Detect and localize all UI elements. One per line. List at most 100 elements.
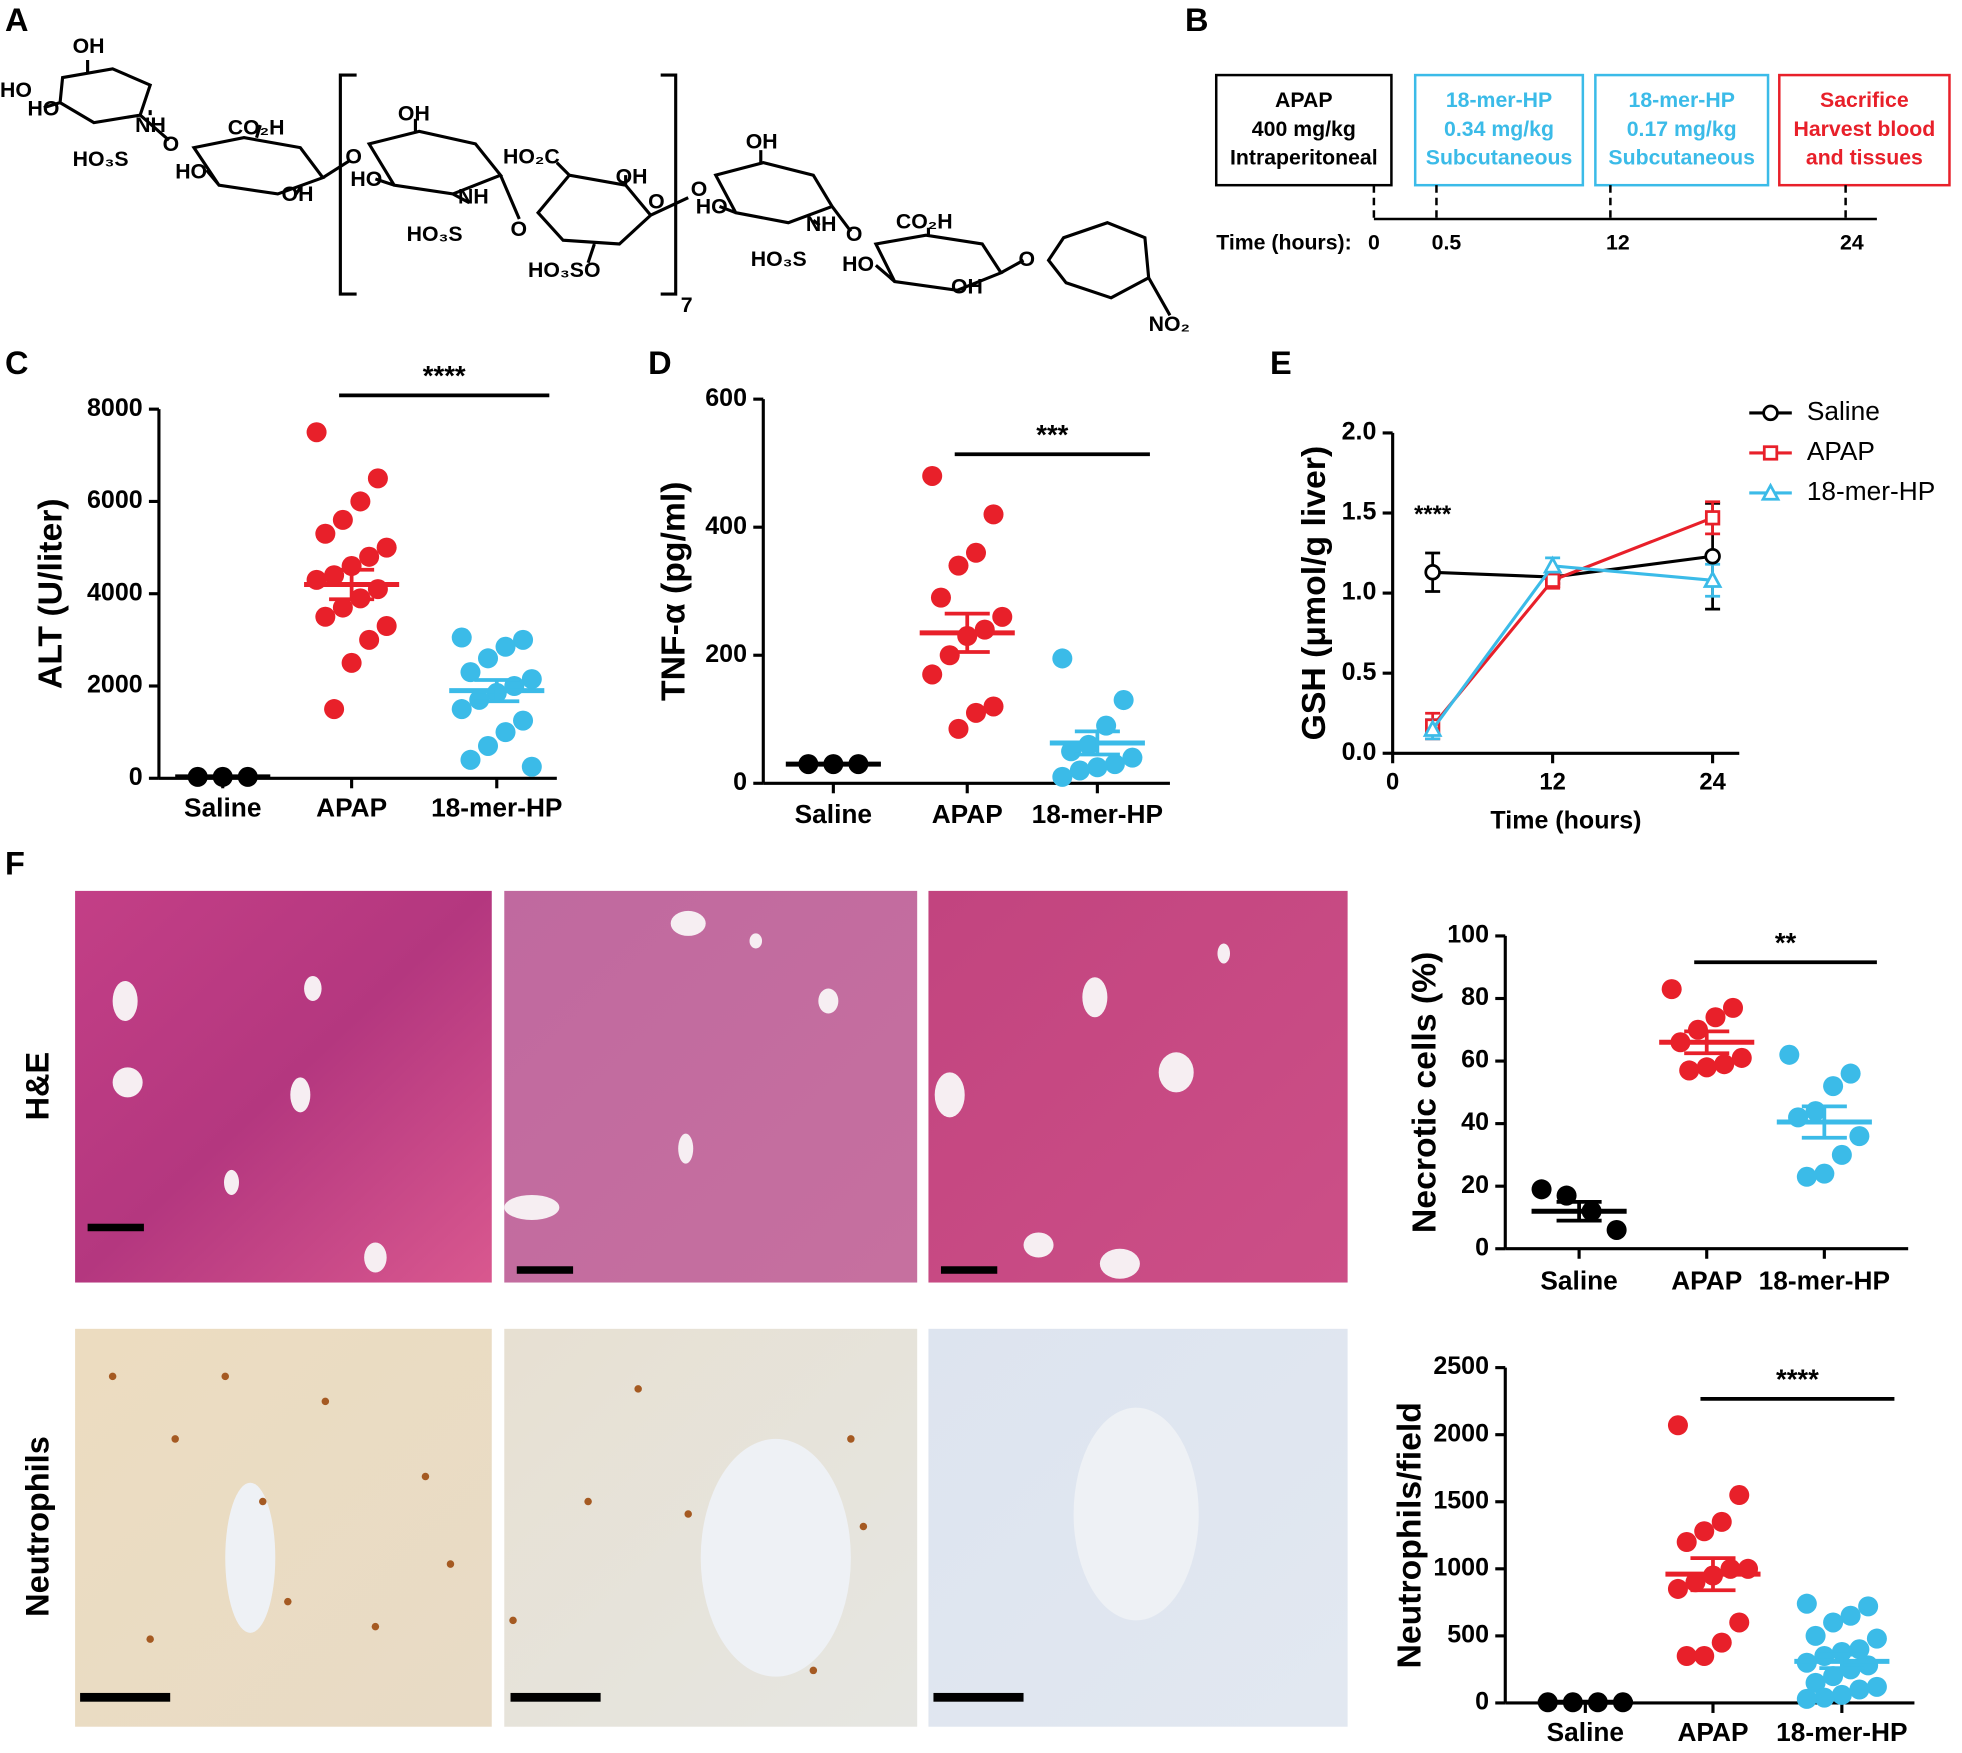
y-tick-label: 20 xyxy=(1461,1171,1489,1199)
y-tick-label: 400 xyxy=(705,512,747,540)
data-point xyxy=(315,606,336,627)
x-axis-title: Time (hours) xyxy=(1490,807,1641,835)
box-text: Intraperitoneal xyxy=(1230,146,1378,170)
data-point xyxy=(367,468,388,489)
data-point xyxy=(948,555,969,576)
marker xyxy=(1422,718,1443,737)
atom-label: HO₂C xyxy=(503,144,560,168)
data-point xyxy=(460,749,481,770)
x-tick-label: 24 xyxy=(1699,769,1726,796)
data-point xyxy=(1685,1572,1706,1593)
data-point xyxy=(1711,1511,1732,1532)
marker xyxy=(1424,564,1441,581)
legend-label: Saline xyxy=(1807,396,1880,426)
marker xyxy=(1762,445,1779,461)
y-axis-title: Neutrophils/field xyxy=(1390,1402,1428,1668)
x-tick-label: APAP xyxy=(316,792,387,822)
x-tick-label: Saline xyxy=(184,792,261,822)
x-tick-label: Saline xyxy=(795,799,872,829)
y-tick-label: 500 xyxy=(1447,1620,1489,1648)
x-tick-label: 18-mer-HP xyxy=(431,792,562,822)
atom-label: O xyxy=(691,177,708,201)
x-tick-label: APAP xyxy=(932,799,1003,829)
data-point xyxy=(1849,1126,1870,1147)
data-point xyxy=(939,645,960,666)
data-point xyxy=(359,546,380,567)
data-point xyxy=(922,664,943,685)
y-tick-label: 2500 xyxy=(1433,1352,1489,1380)
y-tick-label: 2.0 xyxy=(1342,418,1377,446)
data-point xyxy=(1866,1676,1887,1697)
data-point xyxy=(350,491,371,512)
box-text: 400 mg/kg xyxy=(1252,117,1356,141)
data-point xyxy=(495,636,516,657)
atom-label: HO₃S xyxy=(73,147,129,171)
data-point xyxy=(1849,1679,1870,1700)
timeline: APAP 400 mg/kg Intraperitoneal 18-mer-HP… xyxy=(1214,73,1951,255)
atom-label: O xyxy=(846,222,863,246)
error-bar xyxy=(1819,1652,1865,1670)
data-point xyxy=(451,699,472,720)
timeline-tick: 24 xyxy=(1840,231,1864,255)
data-point xyxy=(1676,1531,1697,1552)
micrograph xyxy=(75,1328,492,1727)
data-point xyxy=(1831,1144,1852,1165)
data-point xyxy=(477,648,499,669)
x-tick-label: APAP xyxy=(1671,1265,1742,1295)
data-point xyxy=(948,718,969,739)
marker xyxy=(1760,482,1781,501)
atom-label: HO₃S xyxy=(407,222,463,246)
y-tick-label: 1.0 xyxy=(1342,578,1377,606)
data-point xyxy=(1729,1612,1750,1633)
data-point xyxy=(1113,690,1134,711)
marker xyxy=(1542,555,1563,574)
data-point xyxy=(1814,1687,1835,1708)
y-tick-label: 4000 xyxy=(87,578,143,606)
data-point xyxy=(1705,1007,1726,1028)
atom-label: HO xyxy=(842,252,874,276)
panel-label: F xyxy=(5,845,25,881)
y-tick-label: 0.5 xyxy=(1342,658,1377,686)
data-point xyxy=(324,699,345,720)
timeline-tick: 0.5 xyxy=(1432,231,1462,255)
data-point xyxy=(376,616,397,637)
y-tick-label: 0.0 xyxy=(1342,738,1377,766)
atom-label: HO xyxy=(696,194,728,218)
structure-bonds xyxy=(43,60,1172,317)
histology: H&E Neutrophils xyxy=(20,890,1348,1727)
data-point xyxy=(332,597,353,618)
error-bar xyxy=(1556,1199,1602,1223)
atom-label: O xyxy=(648,189,665,213)
data-point xyxy=(1831,1641,1852,1662)
data-point xyxy=(1122,747,1143,768)
data-point xyxy=(974,619,995,640)
box-text: 0.17 mg/kg xyxy=(1627,117,1737,141)
data-point xyxy=(495,722,516,743)
data-point xyxy=(1667,1415,1688,1436)
atom-label: NH xyxy=(806,212,837,236)
data-point xyxy=(983,504,1004,525)
data-point xyxy=(359,629,380,650)
legend-label: APAP xyxy=(1807,436,1875,466)
y-tick-label: 80 xyxy=(1461,983,1489,1011)
data-point xyxy=(1823,1076,1844,1097)
y-tick-label: 40 xyxy=(1461,1108,1489,1136)
data-point xyxy=(1711,1632,1732,1653)
panel-label: B xyxy=(1185,2,1208,38)
error-bar xyxy=(1801,1104,1847,1140)
data-point xyxy=(1823,1666,1844,1687)
atom-label: OH xyxy=(951,274,983,298)
y-tick-label: 6000 xyxy=(87,486,143,514)
box-text: and tissues xyxy=(1806,146,1923,170)
atom-label: HO₃SO xyxy=(528,258,600,282)
x-tick-label: Saline xyxy=(1547,1717,1624,1747)
timeline-label: Time (hours): xyxy=(1216,231,1351,255)
box-text: Sacrifice xyxy=(1820,88,1909,112)
atom-label: O xyxy=(1019,247,1036,271)
y-tick-label: 0 xyxy=(129,763,143,791)
marker xyxy=(1544,572,1561,588)
data-point xyxy=(1606,1219,1627,1240)
data-point xyxy=(451,627,472,648)
y-tick-label: 0 xyxy=(1475,1688,1489,1716)
panel-label: A xyxy=(5,2,28,38)
